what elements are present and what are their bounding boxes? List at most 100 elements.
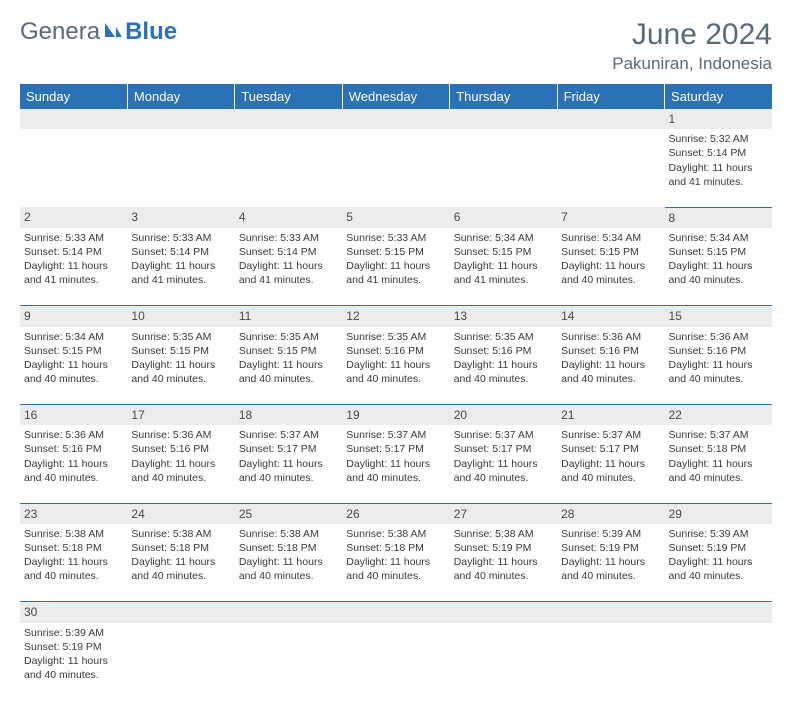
sunset-text: Sunset: 5:19 PM — [24, 640, 123, 654]
day-number — [557, 109, 664, 129]
day-header-row: SundayMondayTuesdayWednesdayThursdayFrid… — [20, 84, 772, 109]
daylight-text: Daylight: 11 hours and 40 minutes. — [24, 358, 123, 386]
day-number: 1 — [665, 109, 772, 129]
day-number — [342, 602, 449, 623]
day-number: 28 — [557, 503, 664, 524]
day-cell — [450, 623, 557, 701]
day-cell: Sunrise: 5:38 AMSunset: 5:18 PMDaylight:… — [127, 524, 234, 602]
day-number: 20 — [450, 405, 557, 426]
week-row: Sunrise: 5:38 AMSunset: 5:18 PMDaylight:… — [20, 524, 772, 602]
day-number: 29 — [665, 503, 772, 524]
sunrise-text: Sunrise: 5:35 AM — [346, 330, 445, 344]
daylight-text: Daylight: 11 hours and 40 minutes. — [454, 555, 553, 583]
sunset-text: Sunset: 5:14 PM — [131, 245, 230, 259]
daylight-text: Daylight: 11 hours and 40 minutes. — [669, 457, 768, 485]
day-number: 5 — [342, 207, 449, 228]
day-number: 11 — [235, 306, 342, 327]
daylight-text: Daylight: 11 hours and 40 minutes. — [561, 555, 660, 583]
day-header: Friday — [557, 84, 664, 109]
title-block: June 2024 Pakuniran, Indonesia — [612, 18, 772, 74]
sunrise-text: Sunrise: 5:38 AM — [239, 527, 338, 541]
daylight-text: Daylight: 11 hours and 41 minutes. — [346, 259, 445, 287]
sunset-text: Sunset: 5:16 PM — [346, 344, 445, 358]
day-number — [235, 602, 342, 623]
sunset-text: Sunset: 5:19 PM — [669, 541, 768, 555]
day-cell — [557, 129, 664, 207]
day-cell: Sunrise: 5:36 AMSunset: 5:16 PMDaylight:… — [665, 327, 772, 405]
week-row: Sunrise: 5:32 AMSunset: 5:14 PMDaylight:… — [20, 129, 772, 207]
day-number — [127, 602, 234, 623]
daylight-text: Daylight: 11 hours and 40 minutes. — [454, 457, 553, 485]
sunrise-text: Sunrise: 5:37 AM — [669, 428, 768, 442]
sunrise-text: Sunrise: 5:32 AM — [669, 132, 768, 146]
week-row: Sunrise: 5:36 AMSunset: 5:16 PMDaylight:… — [20, 425, 772, 503]
daylight-text: Daylight: 11 hours and 41 minutes. — [239, 259, 338, 287]
day-number — [450, 109, 557, 129]
sunset-text: Sunset: 5:14 PM — [669, 146, 768, 160]
sunrise-text: Sunrise: 5:37 AM — [561, 428, 660, 442]
daylight-text: Daylight: 11 hours and 40 minutes. — [24, 457, 123, 485]
daylight-text: Daylight: 11 hours and 41 minutes. — [454, 259, 553, 287]
sunset-text: Sunset: 5:18 PM — [239, 541, 338, 555]
sunset-text: Sunset: 5:15 PM — [454, 245, 553, 259]
day-number — [235, 109, 342, 129]
logo-text-gray: Genera — [20, 18, 100, 46]
day-number: 4 — [235, 207, 342, 228]
sunrise-text: Sunrise: 5:39 AM — [24, 626, 123, 640]
day-number — [665, 602, 772, 623]
day-number — [127, 109, 234, 129]
sunrise-text: Sunrise: 5:34 AM — [669, 231, 768, 245]
logo: Genera Blue — [20, 18, 177, 46]
day-cell: Sunrise: 5:36 AMSunset: 5:16 PMDaylight:… — [20, 425, 127, 503]
logo-text-blue: Blue — [125, 18, 177, 46]
sunset-text: Sunset: 5:15 PM — [131, 344, 230, 358]
day-number: 18 — [235, 405, 342, 426]
daylight-text: Daylight: 11 hours and 40 minutes. — [669, 259, 768, 287]
sunrise-text: Sunrise: 5:35 AM — [454, 330, 553, 344]
sunset-text: Sunset: 5:15 PM — [669, 245, 768, 259]
day-header: Tuesday — [235, 84, 342, 109]
day-cell: Sunrise: 5:37 AMSunset: 5:18 PMDaylight:… — [665, 425, 772, 503]
day-cell: Sunrise: 5:34 AMSunset: 5:15 PMDaylight:… — [557, 228, 664, 306]
sunrise-text: Sunrise: 5:35 AM — [239, 330, 338, 344]
day-number: 3 — [127, 207, 234, 228]
daylight-text: Daylight: 11 hours and 40 minutes. — [239, 358, 338, 386]
sunrise-text: Sunrise: 5:34 AM — [24, 330, 123, 344]
daylight-text: Daylight: 11 hours and 41 minutes. — [669, 161, 768, 189]
sunrise-text: Sunrise: 5:37 AM — [239, 428, 338, 442]
daylight-text: Daylight: 11 hours and 40 minutes. — [131, 555, 230, 583]
location: Pakuniran, Indonesia — [612, 54, 772, 74]
day-cell: Sunrise: 5:34 AMSunset: 5:15 PMDaylight:… — [20, 327, 127, 405]
day-header: Thursday — [450, 84, 557, 109]
sunset-text: Sunset: 5:17 PM — [346, 442, 445, 456]
day-number: 2 — [20, 207, 127, 228]
day-cell: Sunrise: 5:38 AMSunset: 5:18 PMDaylight:… — [20, 524, 127, 602]
daylight-text: Daylight: 11 hours and 40 minutes. — [346, 555, 445, 583]
daylight-text: Daylight: 11 hours and 40 minutes. — [561, 259, 660, 287]
daylight-text: Daylight: 11 hours and 40 minutes. — [669, 555, 768, 583]
daylight-text: Daylight: 11 hours and 41 minutes. — [24, 259, 123, 287]
sunset-text: Sunset: 5:16 PM — [561, 344, 660, 358]
daynum-row: 9101112131415 — [20, 306, 772, 327]
daylight-text: Daylight: 11 hours and 40 minutes. — [561, 358, 660, 386]
daynum-row: 23242526272829 — [20, 503, 772, 524]
daylight-text: Daylight: 11 hours and 40 minutes. — [669, 358, 768, 386]
day-number: 13 — [450, 306, 557, 327]
day-cell: Sunrise: 5:34 AMSunset: 5:15 PMDaylight:… — [450, 228, 557, 306]
daylight-text: Daylight: 11 hours and 40 minutes. — [24, 555, 123, 583]
day-cell: Sunrise: 5:38 AMSunset: 5:19 PMDaylight:… — [450, 524, 557, 602]
sunrise-text: Sunrise: 5:33 AM — [24, 231, 123, 245]
day-cell — [235, 129, 342, 207]
day-number: 25 — [235, 503, 342, 524]
sunset-text: Sunset: 5:15 PM — [239, 344, 338, 358]
day-number: 12 — [342, 306, 449, 327]
day-cell: Sunrise: 5:33 AMSunset: 5:14 PMDaylight:… — [235, 228, 342, 306]
sunset-text: Sunset: 5:16 PM — [24, 442, 123, 456]
day-cell — [20, 129, 127, 207]
day-header: Wednesday — [342, 84, 449, 109]
sunrise-text: Sunrise: 5:34 AM — [454, 231, 553, 245]
day-cell: Sunrise: 5:32 AMSunset: 5:14 PMDaylight:… — [665, 129, 772, 207]
day-cell: Sunrise: 5:37 AMSunset: 5:17 PMDaylight:… — [342, 425, 449, 503]
sunset-text: Sunset: 5:17 PM — [239, 442, 338, 456]
sunrise-text: Sunrise: 5:38 AM — [346, 527, 445, 541]
